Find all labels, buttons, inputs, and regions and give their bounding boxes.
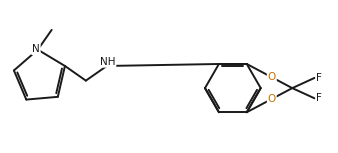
Text: F: F — [316, 93, 322, 103]
Text: N: N — [32, 44, 40, 54]
Text: O: O — [268, 72, 276, 82]
Text: NH: NH — [100, 57, 116, 67]
Text: F: F — [316, 73, 322, 83]
Text: O: O — [268, 94, 276, 104]
